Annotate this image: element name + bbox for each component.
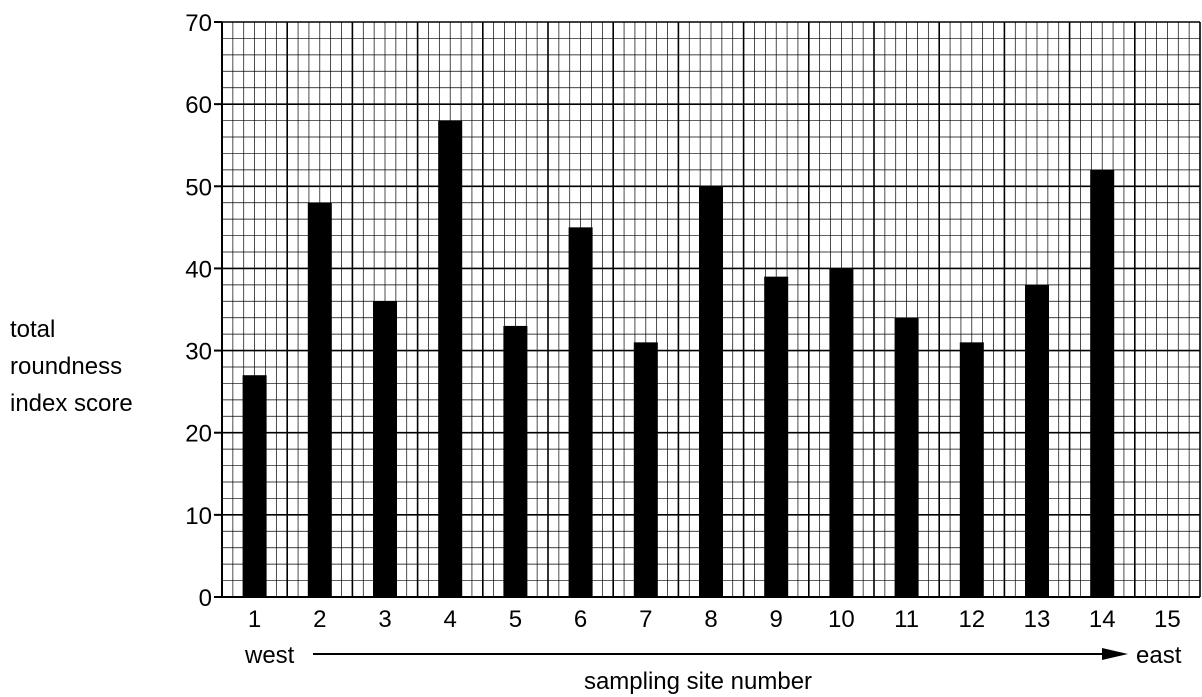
bar-site-5	[503, 325, 528, 597]
bar-site-4	[438, 120, 463, 598]
bar-site-11	[894, 317, 919, 597]
x-tick-label: 4	[444, 606, 457, 633]
bar-site-14	[1090, 169, 1115, 597]
bar-site-9	[764, 276, 789, 597]
bars	[242, 120, 1115, 598]
east-label: east	[1136, 642, 1182, 669]
x-axis-label: sampling site number	[584, 668, 812, 695]
y-tick-labels: 0 10 20 30 40 50 60 70	[185, 10, 212, 612]
x-tick-label: 10	[828, 606, 855, 633]
x-tick-label: 9	[770, 606, 783, 633]
bar-site-13	[1025, 284, 1049, 597]
y-tick-label: 70	[185, 10, 212, 37]
x-tick-label: 1	[248, 606, 261, 633]
x-tick-label: 11	[894, 606, 919, 633]
west-label: west	[244, 642, 295, 669]
bar-site-2	[307, 202, 332, 597]
x-tick-label: 5	[509, 606, 522, 633]
y-tick-label: 30	[185, 339, 212, 366]
bar-site-10	[829, 268, 854, 597]
y-tick-label: 20	[185, 421, 212, 448]
x-tick-label: 15	[1154, 606, 1181, 633]
y-tick-label: 50	[185, 174, 212, 201]
y-tick-label: 40	[185, 256, 212, 283]
bar-site-12	[959, 342, 984, 597]
x-tick-label: 8	[704, 606, 717, 633]
x-tick-label: 2	[313, 606, 326, 633]
direction-arrow-head	[1102, 648, 1128, 660]
bar-site-1	[242, 375, 267, 597]
x-tick-labels: 1 2 3 4 5 6 7 8 9 10 11 12 13 14 15	[248, 606, 1181, 633]
x-tick-label: 14	[1089, 606, 1116, 633]
x-tick-label: 7	[639, 606, 652, 633]
y-axis-label-line-3: index score	[10, 390, 133, 417]
y-axis-label-line-1: total	[10, 316, 55, 343]
y-tick-label: 60	[185, 92, 212, 119]
axes	[214, 21, 1200, 598]
x-tick-label: 13	[1024, 606, 1051, 633]
bar-site-8	[699, 186, 723, 598]
y-tick-label: 0	[199, 585, 212, 612]
x-tick-label: 12	[958, 606, 985, 633]
x-tick-label: 6	[574, 606, 587, 633]
x-tick-label: 3	[378, 606, 391, 633]
bar-site-3	[373, 301, 397, 597]
bar-site-6	[568, 227, 593, 597]
bar-site-7	[633, 342, 658, 597]
y-axis-label-line-2: roundness	[10, 353, 122, 380]
y-tick-label: 10	[185, 503, 212, 530]
